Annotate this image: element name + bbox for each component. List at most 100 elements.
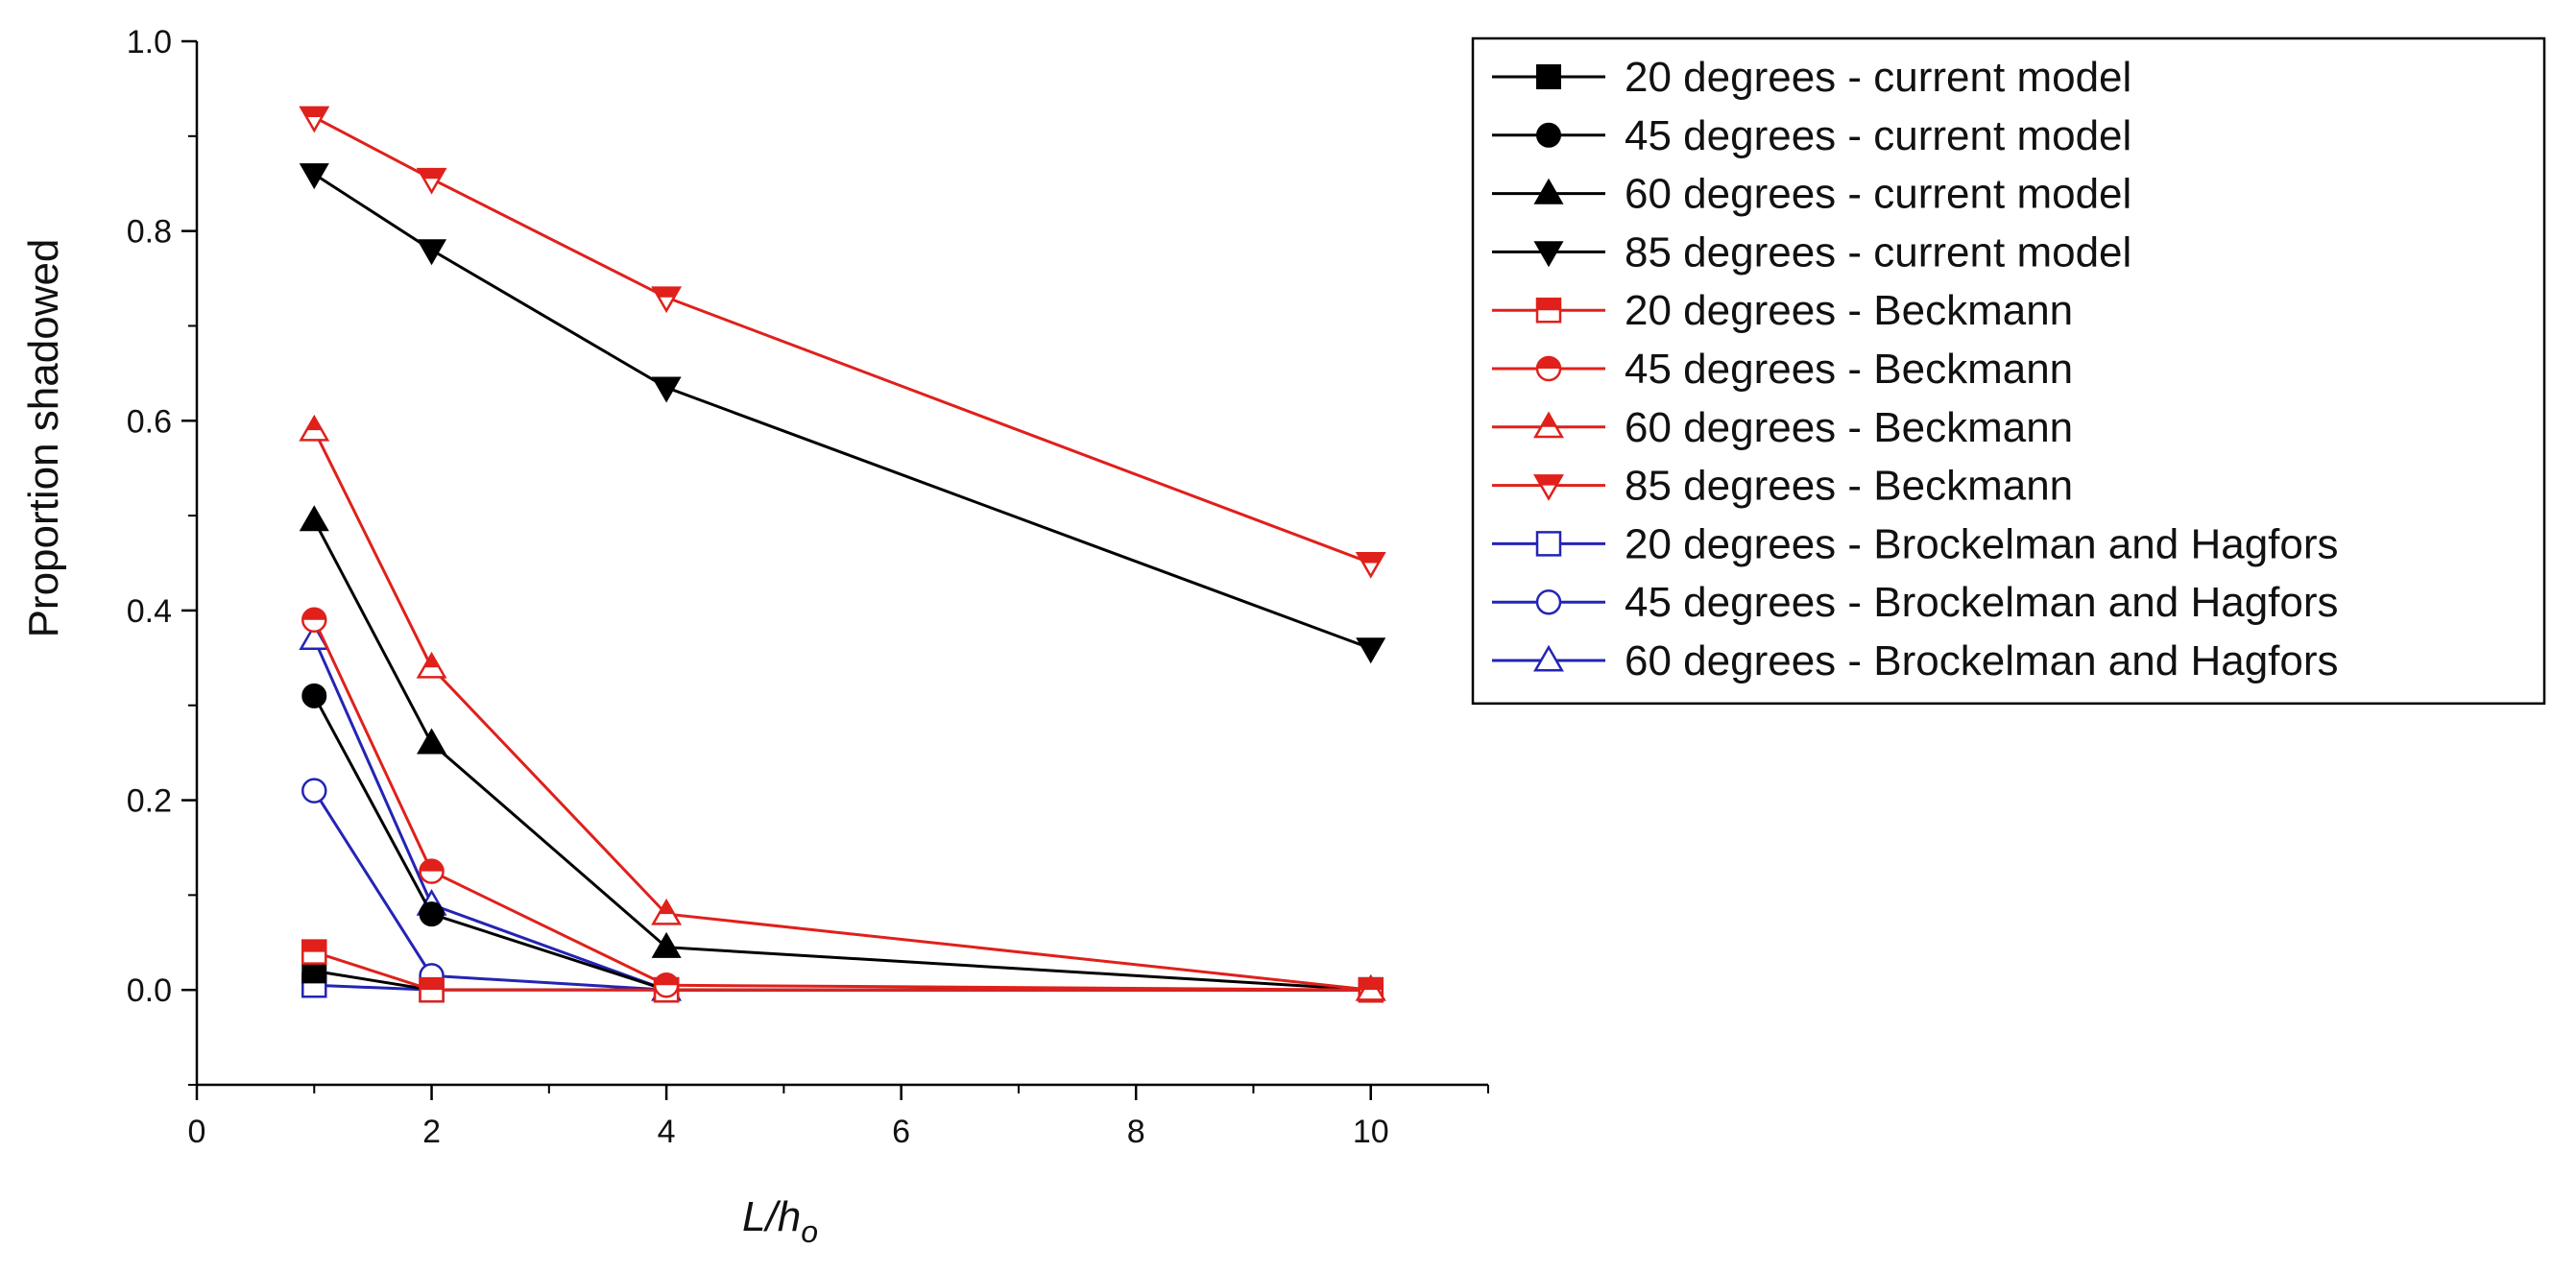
legend-label: 45 degrees - Brockelman and Hagfors <box>1625 579 2339 626</box>
y-axis-title: Proportion shadowed <box>20 239 67 638</box>
series-line <box>313 950 1371 992</box>
data-point <box>417 728 447 755</box>
legend-item: 60 degrees - Beckmann <box>1492 404 2073 451</box>
x-tick-label: 4 <box>658 1114 676 1150</box>
series-line <box>312 637 1371 992</box>
x-tick-label: 8 <box>1127 1114 1145 1150</box>
marker-shape <box>651 931 682 958</box>
marker-fill-half <box>306 417 323 431</box>
data-point <box>299 163 329 190</box>
marker-fill-half <box>1541 414 1556 427</box>
axes: 0.0 0.2 0.4 0.6 0.8 1.0 0 2 4 6 8 10 Proportion shad… <box>20 24 1489 1249</box>
data-point <box>651 898 683 925</box>
marker-outline <box>1535 355 1562 382</box>
marker-fill-half <box>1357 553 1384 564</box>
legend-item: 45 degrees - current model <box>1492 112 2131 159</box>
data-point <box>651 931 682 958</box>
series-8 <box>299 106 1386 579</box>
legend-marker <box>1533 474 1564 501</box>
marker-fill-half <box>423 654 440 668</box>
marker-outline <box>419 976 445 1003</box>
marker-fill-half <box>1537 299 1560 311</box>
legend-label: 20 degrees - Brockelman and Hagfors <box>1625 520 2339 567</box>
marker-shape <box>299 163 329 190</box>
marker-shape <box>1533 178 1564 204</box>
legend-item: 85 degrees - Beckmann <box>1492 463 2073 510</box>
legend-marker <box>1535 531 1562 557</box>
marker-outline <box>299 106 330 133</box>
data-point <box>419 858 445 884</box>
marker-fill-half <box>302 940 326 952</box>
marker-shape <box>1536 64 1561 89</box>
marker-outline <box>1355 973 1386 1001</box>
marker-fill-half <box>420 978 444 991</box>
series-line <box>312 695 1371 992</box>
marker-outline <box>299 414 330 442</box>
legend-marker <box>1533 411 1564 439</box>
marker-outline <box>653 972 680 998</box>
y-tick-label: 0.8 <box>127 214 172 251</box>
y-tick-label: 0.2 <box>127 783 172 820</box>
marker-fill-half <box>653 287 680 298</box>
marker-shape <box>301 778 327 804</box>
marker-shape <box>299 505 329 532</box>
data-point <box>299 106 330 133</box>
legend-label: 20 degrees - current model <box>1625 54 2131 101</box>
series-line <box>312 619 1371 992</box>
data-point <box>1356 637 1386 664</box>
data-point <box>416 651 447 679</box>
x-tick-label: 10 <box>1353 1114 1389 1150</box>
x-tick-label: 6 <box>892 1114 910 1150</box>
marker-outline <box>416 651 447 679</box>
marker-shape <box>419 901 445 927</box>
legend-label: 60 degrees - current model <box>1625 171 2131 218</box>
marker-outline <box>301 607 327 634</box>
x-axis-title: L/ho <box>742 1193 818 1249</box>
legend: 20 degrees - current model 45 degrees - c… <box>1471 36 2546 706</box>
marker-fill-half <box>659 900 675 915</box>
series-5 <box>301 939 1384 1003</box>
data-point <box>299 505 329 532</box>
data-point <box>1355 552 1386 579</box>
data-point <box>301 607 327 634</box>
data-point <box>301 939 327 965</box>
x-tick-label: 2 <box>422 1114 441 1150</box>
legend-label: 20 degrees - Beckmann <box>1625 287 2073 334</box>
marker-outline <box>1533 474 1564 501</box>
legend-label: 45 degrees - current model <box>1625 112 2131 159</box>
marker-shape <box>417 239 447 266</box>
x-axis-title-main: L/h <box>742 1193 801 1240</box>
series-7 <box>299 414 1386 1001</box>
marker-fill-half <box>418 169 445 180</box>
data-point <box>651 286 683 314</box>
y-tick-label: 0.6 <box>127 403 172 440</box>
series-line <box>312 429 1371 992</box>
marker-shape <box>1536 122 1561 148</box>
marker-shape <box>1356 637 1386 664</box>
legend-label: 85 degrees - Beckmann <box>1625 463 2073 510</box>
series-6 <box>301 607 1384 1003</box>
legend-marker <box>1533 241 1564 268</box>
marker-outline <box>651 286 683 314</box>
y-tick-label: 1.0 <box>127 24 172 60</box>
series-2 <box>301 683 1384 1003</box>
marker-outline <box>301 939 327 965</box>
legend-marker <box>1535 355 1562 382</box>
series-4 <box>299 163 1386 664</box>
marker-shape <box>417 728 447 755</box>
data-point <box>419 976 445 1003</box>
marker-outline <box>1533 411 1564 439</box>
marker-fill-half <box>1362 976 1379 991</box>
legend-marker <box>1535 297 1562 324</box>
data-point <box>651 376 682 403</box>
data-point <box>419 901 445 927</box>
series-line <box>312 519 1371 992</box>
legend-item: 60 degrees - current model <box>1492 171 2131 218</box>
data-point <box>301 683 327 708</box>
y-tick-label: 0.0 <box>127 972 172 1009</box>
data-point <box>416 167 447 195</box>
legend-marker <box>1533 644 1564 672</box>
marker-shape <box>1535 588 1562 615</box>
legend-item: 20 degrees - current model <box>1492 54 2131 101</box>
